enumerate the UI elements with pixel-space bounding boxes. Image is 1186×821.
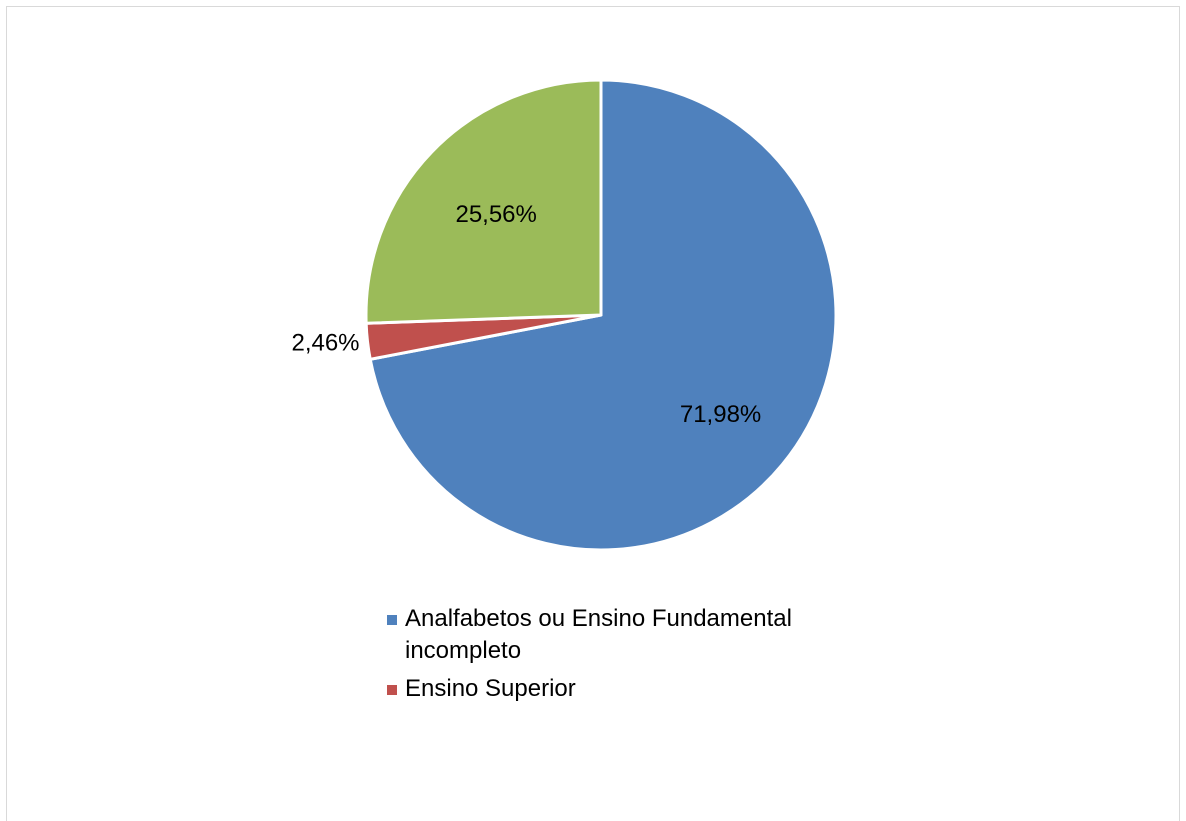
- legend-swatch-analfabetos: [387, 615, 397, 625]
- pie-slice-3: [364, 78, 603, 325]
- legend-label-ensino-superior: Ensino Superior: [405, 675, 576, 702]
- slice-label-1: 71,98%: [680, 401, 761, 428]
- pie-chart: 71,98% 2,46% 25,56%: [291, 78, 838, 552]
- legend: Analfabetos ou Ensino Fundamental incomp…: [387, 603, 857, 711]
- legend-swatch-ensino-superior: [387, 685, 397, 695]
- chart-frame: 71,98% 2,46% 25,56% Analfabetos ou Ensino …: [6, 6, 1180, 821]
- pie-slice-1: [368, 78, 838, 552]
- legend-label-analfabetos: Analfabetos ou Ensino Fundamental incomp…: [405, 605, 792, 664]
- legend-item-analfabetos: Analfabetos ou Ensino Fundamental incomp…: [387, 603, 857, 667]
- legend-item-ensino-superior: Ensino Superior: [387, 673, 857, 705]
- slice-label-2: 2,46%: [291, 329, 359, 356]
- slice-label-3: 25,56%: [455, 201, 536, 228]
